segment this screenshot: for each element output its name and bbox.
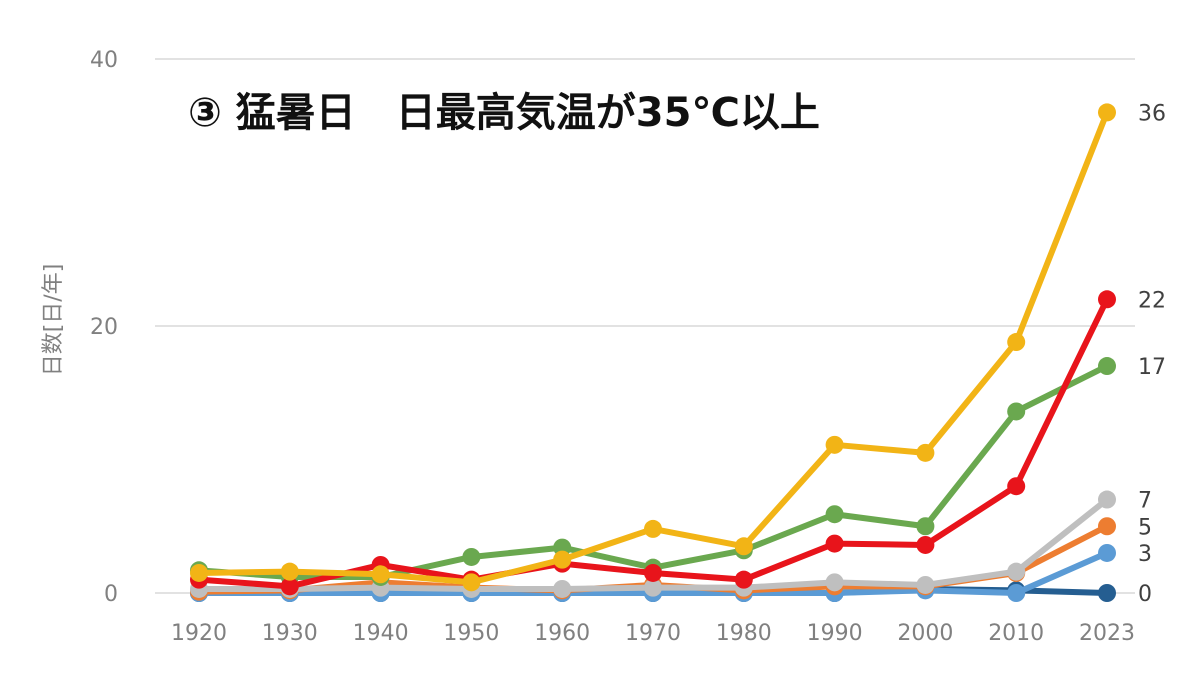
- end-value-label: 36: [1138, 101, 1166, 126]
- data-point: [190, 563, 208, 582]
- data-point: [1098, 290, 1116, 309]
- y-tick-labels: 0 20 40: [90, 48, 118, 607]
- end-value-label: 0: [1138, 582, 1152, 607]
- data-point: [1007, 562, 1026, 581]
- data-point: [734, 537, 753, 556]
- data-point: [1098, 584, 1116, 602]
- data-point: [553, 550, 572, 569]
- data-point: [553, 579, 572, 598]
- data-point: [825, 534, 844, 553]
- end-value-label: 3: [1138, 542, 1152, 567]
- data-point: [916, 575, 935, 594]
- data-point: [1007, 584, 1026, 602]
- data-point: [280, 562, 299, 581]
- end-value-label: 22: [1138, 288, 1166, 313]
- data-point: [734, 570, 753, 589]
- series-line: [196, 296, 1110, 590]
- data-point: [1098, 517, 1116, 536]
- y-axis-label: 日数[日/年]: [41, 264, 66, 377]
- x-tick-label: 1950: [443, 621, 499, 646]
- x-tick-label: 1980: [716, 621, 772, 646]
- data-point: [825, 505, 844, 524]
- x-tick-label: 1940: [353, 621, 409, 646]
- data-point: [1007, 333, 1026, 352]
- data-point: [371, 565, 390, 584]
- series-group: [190, 103, 1116, 602]
- chart-title: ③ 猛暑日 日最高気温が35℃以上: [188, 90, 820, 136]
- x-tick-label: 1970: [625, 621, 681, 646]
- y-tick-label: 0: [104, 582, 118, 607]
- data-point: [825, 435, 844, 454]
- data-point: [1098, 103, 1116, 122]
- x-tick-label: 1990: [807, 621, 863, 646]
- data-point: [1007, 477, 1026, 496]
- data-point: [1098, 357, 1116, 376]
- data-point: [1007, 402, 1026, 421]
- data-point: [462, 547, 481, 566]
- x-tick-label: 1930: [262, 621, 318, 646]
- y-tick-label: 20: [90, 315, 118, 340]
- end-value-label: 7: [1138, 489, 1152, 514]
- series-line: [196, 109, 1110, 586]
- x-tick-label: 1960: [534, 621, 590, 646]
- x-tick-label: 1920: [171, 621, 227, 646]
- end-value-labels: 36 22 17 753 0: [1138, 101, 1166, 607]
- end-value-label: 5: [1138, 515, 1152, 540]
- y-tick-label: 40: [90, 48, 118, 73]
- data-point: [916, 535, 935, 554]
- data-point: [644, 563, 662, 582]
- data-point: [916, 517, 935, 536]
- data-point: [644, 578, 662, 597]
- data-point: [1098, 543, 1116, 562]
- x-tick-labels: 1920 1930 1940 1950 1960 1970 1980 1990 2000 2010…: [171, 621, 1135, 646]
- data-point: [462, 573, 481, 592]
- series-1: [190, 103, 1116, 592]
- data-point: [644, 519, 662, 538]
- data-point: [825, 573, 844, 592]
- x-tick-label: 2000: [897, 621, 953, 646]
- gridlines: [155, 58, 1135, 594]
- x-tick-label: 2010: [988, 621, 1044, 646]
- end-value-label: 17: [1138, 355, 1166, 380]
- data-point: [280, 577, 299, 596]
- data-point: [1098, 490, 1116, 509]
- data-point: [916, 443, 935, 462]
- x-tick-label: 2023: [1079, 621, 1135, 646]
- series-2: [190, 290, 1116, 596]
